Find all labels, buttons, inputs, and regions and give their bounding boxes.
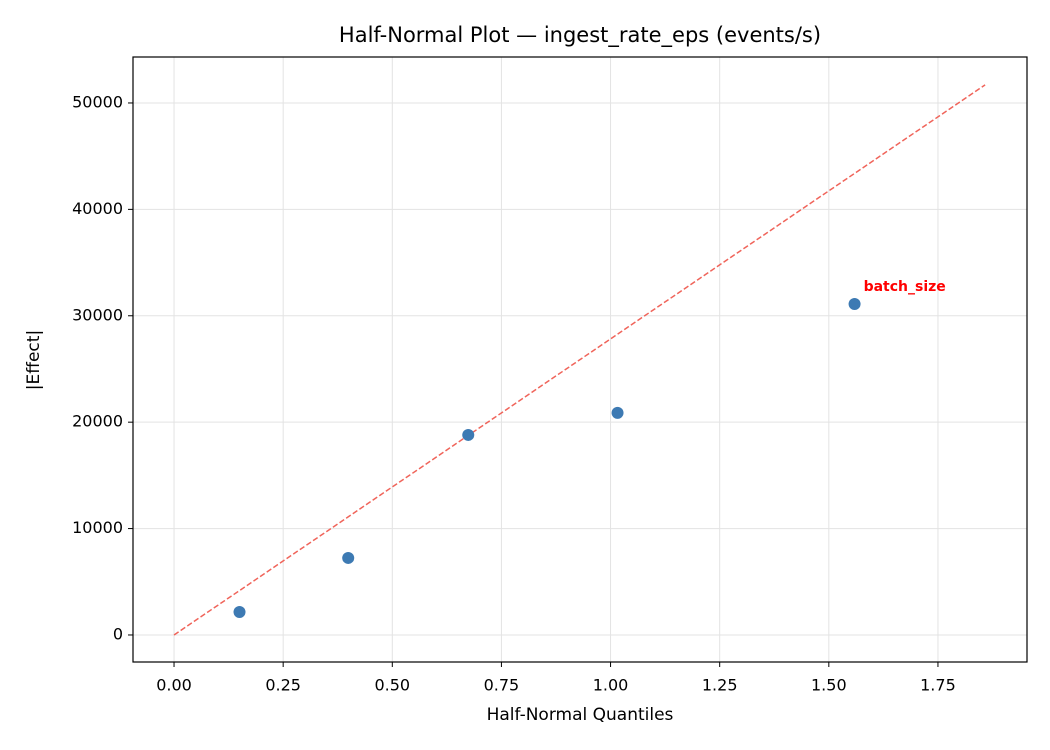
x-tick-label: 0.50 — [374, 676, 410, 695]
x-tick-label: 1.75 — [920, 676, 956, 695]
y-axis-label: |Effect| — [24, 330, 44, 390]
x-tick-label: 0.75 — [484, 676, 520, 695]
y-tick-label: 0 — [113, 624, 123, 643]
x-tick-label: 0.00 — [156, 676, 192, 695]
y-tick-label: 50000 — [72, 92, 123, 111]
y-tick-label: 20000 — [72, 412, 123, 431]
y-tick-label: 40000 — [72, 199, 123, 218]
x-tick-label: 0.25 — [265, 676, 301, 695]
point — [848, 297, 861, 310]
point — [342, 551, 355, 564]
chart-title: Half-Normal Plot — ingest_rate_eps (even… — [339, 23, 821, 48]
reference-line — [173, 84, 986, 636]
point — [462, 428, 475, 441]
point — [611, 406, 624, 419]
x-axis-label: Half-Normal Quantiles — [487, 705, 674, 725]
annotation: batch_size — [864, 279, 946, 295]
y-tick-label: 10000 — [72, 518, 123, 537]
x-tick-label: 1.25 — [702, 676, 738, 695]
y-tick-label: 30000 — [72, 305, 123, 324]
x-tick-label: 1.00 — [593, 676, 629, 695]
plot-frame — [132, 56, 1028, 663]
point — [233, 605, 246, 618]
grid — [133, 57, 1027, 662]
x-tick-label: 1.50 — [811, 676, 847, 695]
